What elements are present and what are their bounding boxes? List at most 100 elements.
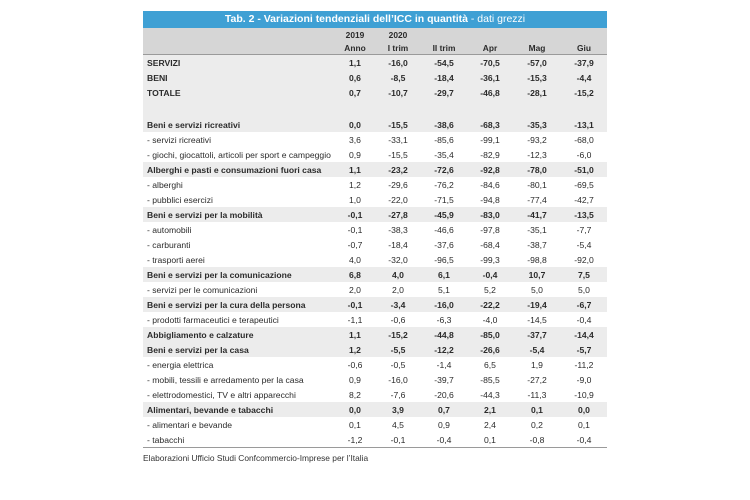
value-cell: -29,6 — [388, 179, 408, 190]
row-label: - giochi, giocattoli, articoli per sport… — [147, 149, 331, 160]
value-cell: -22,0 — [388, 194, 408, 205]
value-cell: -14,5 — [527, 314, 547, 325]
value-cell: -68,3 — [467, 117, 513, 132]
value-cell: 0,7 — [421, 402, 467, 417]
value-cell: 10,7 — [513, 267, 561, 282]
value-cell: -18,4 — [421, 70, 467, 85]
header-row-years: 2019 2020 — [143, 28, 607, 41]
value-cell: -84,6 — [480, 179, 500, 190]
table-row: - tabacchi -1,2 -0,1 -0,4 0,1 -0,8 -0,4 — [143, 432, 607, 448]
header-row-periods: Anno I trim II trim Apr Mag Giu — [143, 41, 607, 55]
table-row: Beni e servizi per la cura della persona… — [143, 297, 607, 312]
value-cell: 5,0 — [578, 284, 590, 295]
value-cell: -35,1 — [527, 224, 547, 235]
table-row: Beni e servizi ricreativi 0,0 -15,5 -38,6 -6… — [143, 117, 607, 132]
value-cell: -44,3 — [480, 389, 500, 400]
value-cell: 0,0 — [335, 402, 375, 417]
table-row: TOTALE 0,7 -10,7 -29,7 -46,8 -28,1 -15,2 — [143, 85, 607, 100]
value-cell: -35,3 — [513, 117, 561, 132]
value-cell: -5,7 — [561, 342, 607, 357]
value-cell: -0,5 — [390, 359, 406, 370]
table-footnote: Elaborazioni Ufficio Studi Confcommercio… — [143, 453, 369, 463]
table-row: - automobili -0,1 -38,3 -46,6 -97,8 -35,1 -7,7 — [143, 222, 607, 237]
value-cell: -99,1 — [480, 134, 500, 145]
value-cell: -0,1 — [347, 224, 363, 235]
value-cell: -26,6 — [467, 342, 513, 357]
value-cell: -80,1 — [527, 179, 547, 190]
table-row: BENI 0,6 -8,5 -18,4 -36,1 -15,3 -4,4 — [143, 70, 607, 85]
table-row: Alimentari, bevande e tabacchi 0,0 3,9 0,7 2… — [143, 402, 607, 417]
value-cell: -6,3 — [436, 314, 452, 325]
value-cell: -35,4 — [434, 149, 454, 160]
table-row: Abbigliamento e calzature 1,1 -15,2 -44,8 -8… — [143, 327, 607, 342]
header-year-cell: 2020 — [375, 28, 421, 41]
value-cell: -8,5 — [375, 70, 421, 85]
row-label: Beni e servizi per la cura della persona — [143, 297, 335, 312]
row-label: SERVIZI — [143, 54, 335, 70]
value-cell: 2,1 — [467, 402, 513, 417]
value-cell: -68,4 — [480, 239, 500, 250]
value-cell: -51,0 — [561, 162, 607, 177]
table-title-bar: Tab. 2 - Variazioni tendenziali dell’ICC… — [143, 11, 607, 28]
value-cell: 1,2 — [349, 179, 361, 190]
value-cell: -23,2 — [375, 162, 421, 177]
value-cell: -1,2 — [335, 432, 375, 448]
value-cell: -92,8 — [467, 162, 513, 177]
value-cell: -0,1 — [335, 297, 375, 312]
table-row: Beni e servizi per la mobilità -0,1 -27,8-… — [143, 207, 607, 222]
value-cell: -85,5 — [480, 374, 500, 385]
value-cell: -93,2 — [527, 134, 547, 145]
value-cell: -10,7 — [375, 85, 421, 100]
value-cell: -20,6 — [434, 389, 454, 400]
value-cell — [513, 100, 561, 117]
row-label: Beni e servizi ricreativi — [143, 117, 335, 132]
table-row: Beni e servizi per la casa 1,2 -5,5 -12,2 -2… — [143, 342, 607, 357]
value-cell — [335, 100, 375, 117]
table-row: Beni e servizi per la comunicazione 6,8 4,… — [143, 267, 607, 282]
table-row: SERVIZI 1,1 -16,0 -54,5 -70,5 -57,0 -37,9 — [143, 54, 607, 70]
value-cell: 0,1 — [349, 419, 361, 430]
value-cell: -46,6 — [434, 224, 454, 235]
row-label: - servizi per le comunicazioni — [147, 284, 258, 295]
value-cell: -69,5 — [574, 179, 594, 190]
value-cell: 3,9 — [375, 402, 421, 417]
row-label: - alberghi — [147, 179, 183, 190]
value-cell: -18,4 — [388, 239, 408, 250]
row-label: - elettrodomestici, TV e altri apparecch… — [147, 389, 296, 400]
value-cell: -16,0 — [388, 374, 408, 385]
value-cell: -27,2 — [527, 374, 547, 385]
value-cell: -15,5 — [388, 149, 408, 160]
value-cell: -0,4 — [561, 432, 607, 448]
table-row: - carburanti -0,7 -18,4 -37,6 -68,4 -38,7 -5,4 — [143, 237, 607, 252]
value-cell: -68,0 — [574, 134, 594, 145]
value-cell: 1,9 — [531, 359, 543, 370]
value-cell: -28,1 — [513, 85, 561, 100]
value-cell: -15,5 — [375, 117, 421, 132]
value-cell: 2,4 — [484, 419, 496, 430]
row-label: - alimentari e bevande — [147, 419, 233, 430]
value-cell: -15,2 — [561, 85, 607, 100]
value-cell: -10,9 — [574, 389, 594, 400]
value-cell: -0,4 — [467, 267, 513, 282]
row-label: - pubblici esercizi — [147, 194, 213, 205]
row-label: - carburanti — [147, 239, 191, 250]
value-cell — [421, 100, 467, 117]
value-cell: -4,4 — [561, 70, 607, 85]
value-cell: -85,0 — [467, 327, 513, 342]
value-cell: -78,0 — [513, 162, 561, 177]
value-cell: -14,4 — [561, 327, 607, 342]
value-cell: -16,0 — [375, 54, 421, 70]
value-cell: -6,7 — [561, 297, 607, 312]
value-cell: -3,4 — [375, 297, 421, 312]
value-cell: -5,5 — [375, 342, 421, 357]
value-cell: -98,8 — [527, 254, 547, 265]
value-cell: -39,7 — [434, 374, 454, 385]
value-cell: -0,7 — [347, 239, 363, 250]
value-cell: 1,1 — [335, 54, 375, 70]
data-table: 2019 2020 Anno I trim II trim Apr Mag Gi… — [143, 28, 607, 448]
value-cell: -99,3 — [480, 254, 500, 265]
value-cell: -37,9 — [561, 54, 607, 70]
value-cell: -13,1 — [561, 117, 607, 132]
value-cell: -0,1 — [375, 432, 421, 448]
value-cell: 0,1 — [467, 432, 513, 448]
